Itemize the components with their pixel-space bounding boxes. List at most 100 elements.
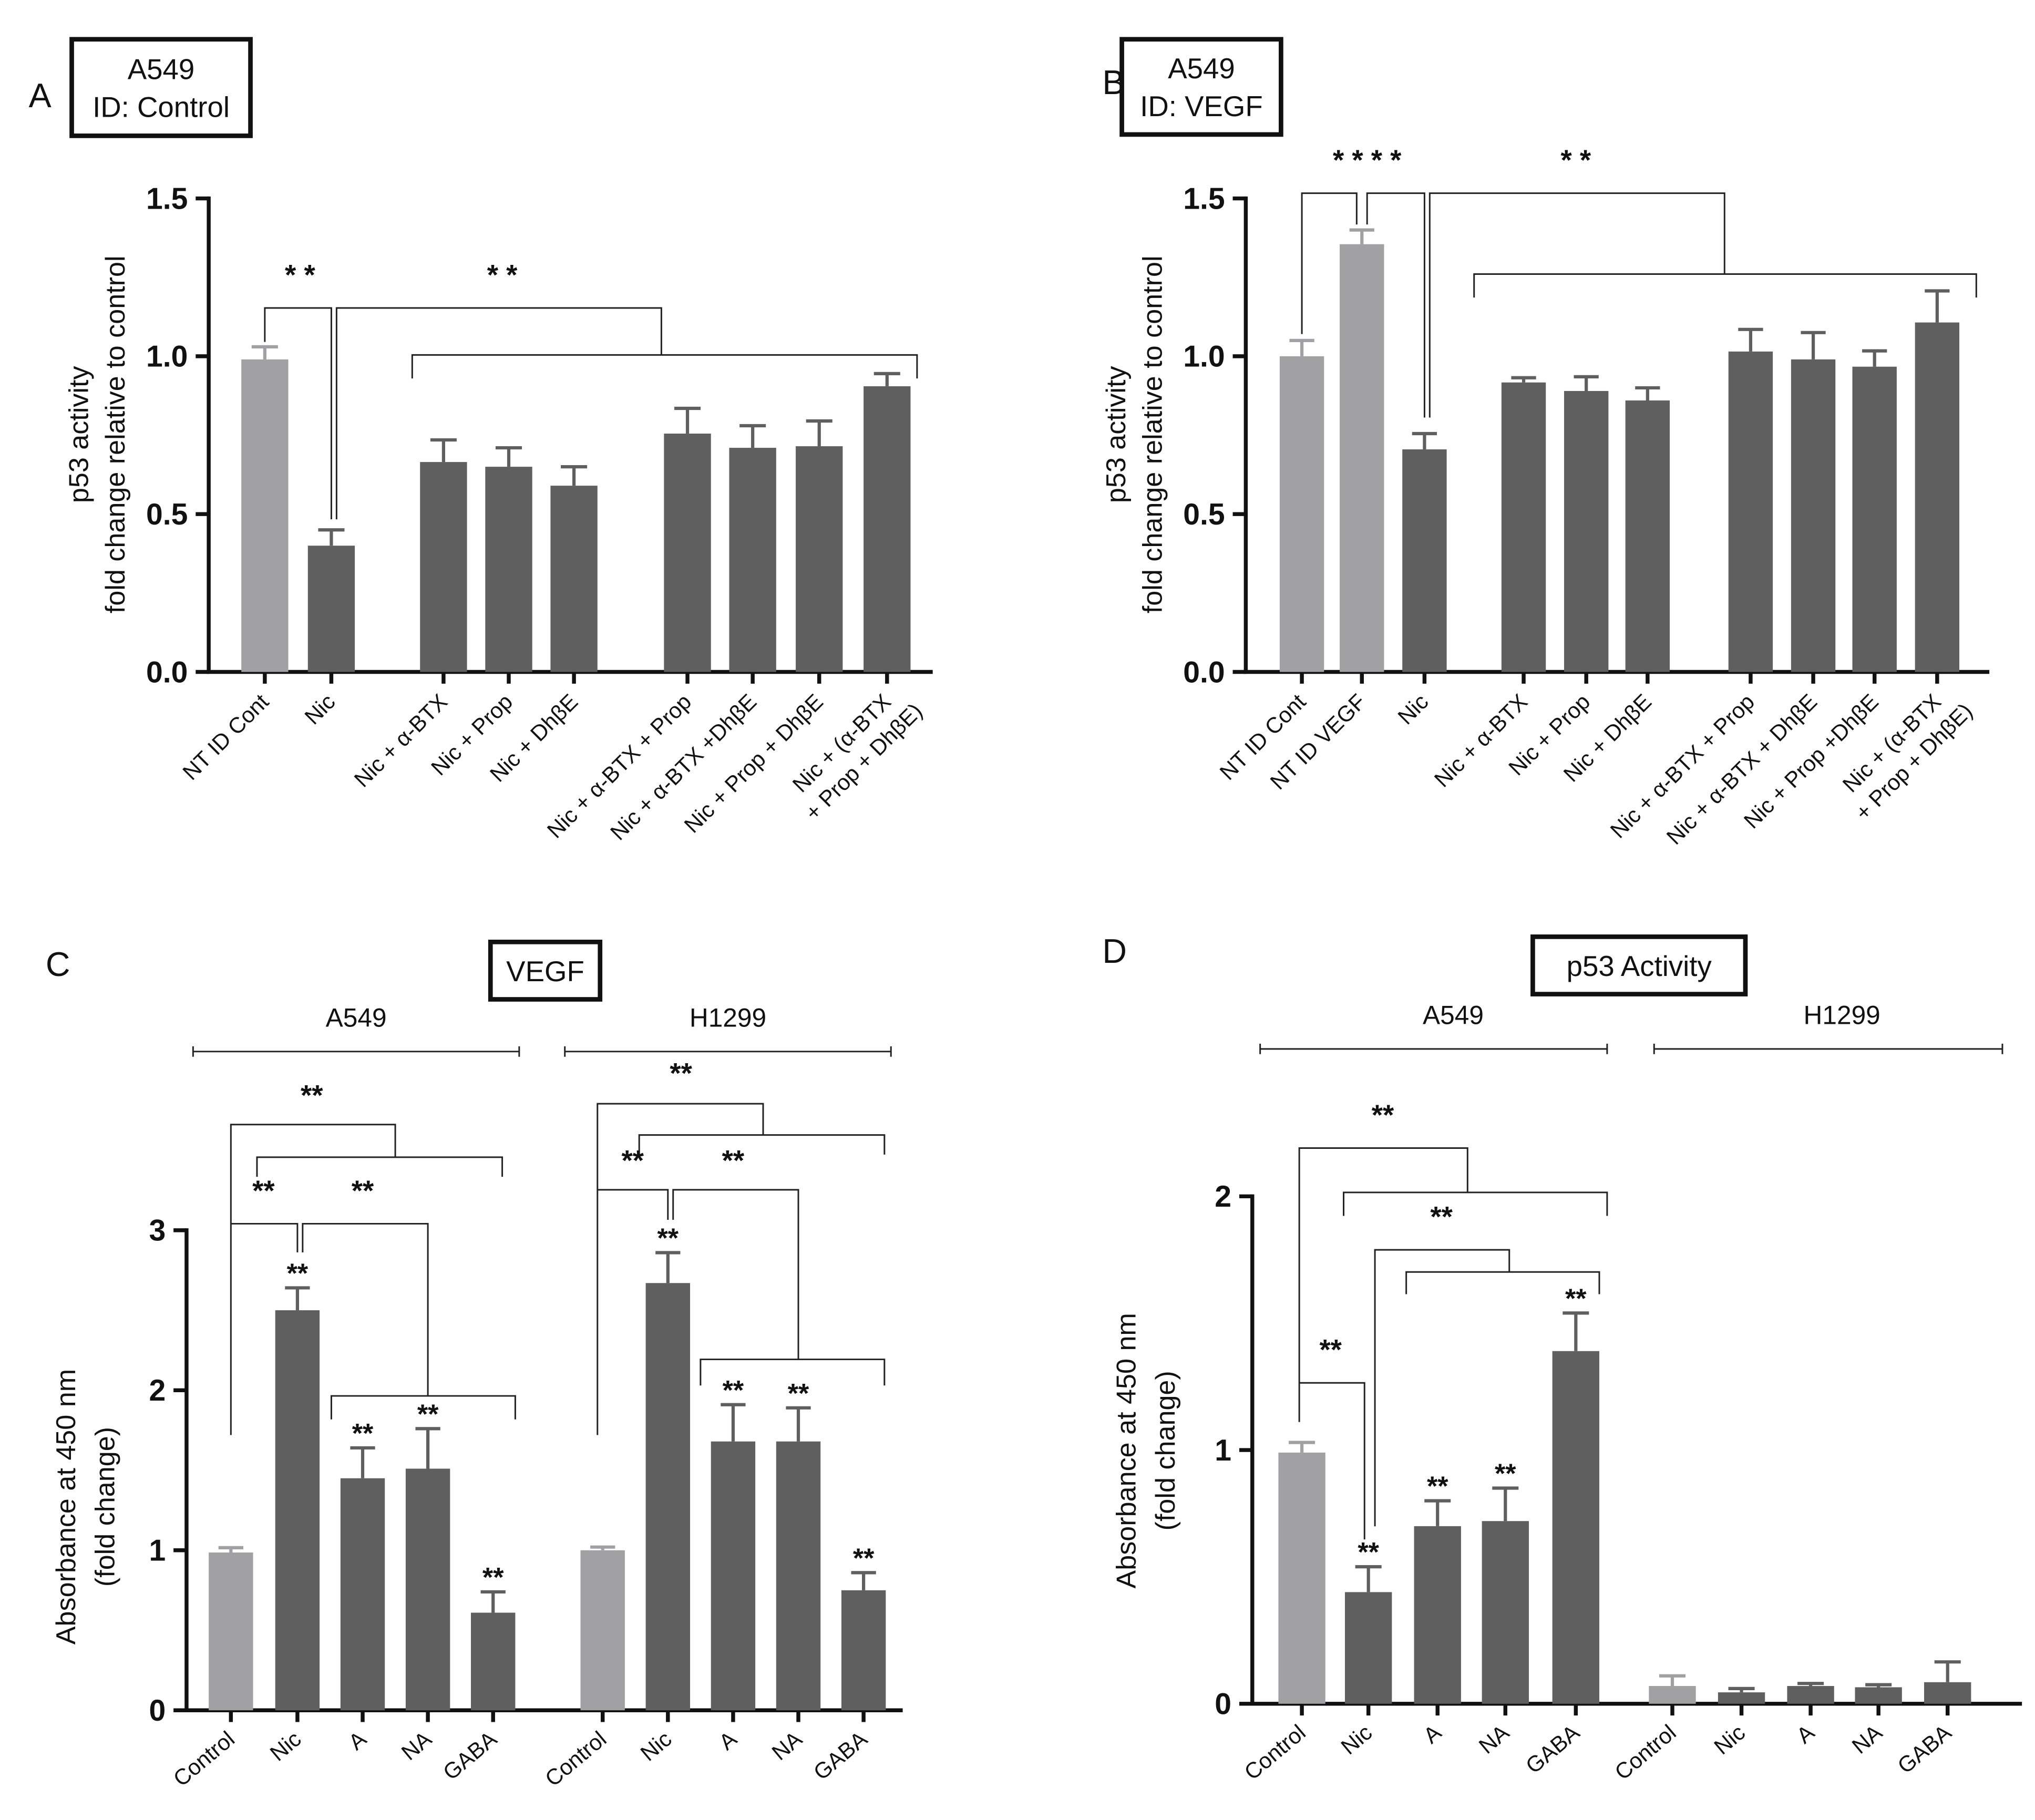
group-label: A549 [1423,1001,1484,1030]
bar [1787,1686,1834,1704]
error-bar [318,528,345,546]
bar [550,486,598,672]
bar [209,1552,253,1711]
x-tick-label: A [1792,1720,1819,1749]
title-box [69,37,253,138]
significance-bracket [1473,273,1977,298]
error-bar [721,1403,746,1442]
significance-bracket [1374,1249,1510,1527]
error-bar [1934,1660,1961,1682]
error-bar [251,345,278,359]
bar [1855,1687,1902,1704]
error-bar [1659,1674,1686,1687]
error-bar [415,1427,440,1469]
title-box [1530,934,1748,996]
y-tick-label: 1.0 [1183,340,1225,374]
x-tick-label: Nic [636,1726,676,1766]
significance-bracket [700,1359,886,1386]
group-line [1653,1043,2003,1054]
x-tick-label: A [714,1726,742,1755]
x-tick-label: Nic + (α-BTX+ Prop + DhβE) [1830,678,1977,825]
error-bar [1563,1311,1589,1351]
x-tick-label: Nic [1336,1720,1376,1759]
significance-bracket [1405,1271,1600,1294]
bar [1728,351,1773,672]
bar [275,1310,320,1711]
annotation: ** [252,1175,275,1207]
y-tick-label: 2 [149,1374,166,1407]
significance-bracket [597,1189,669,1220]
x-tick-label: GABA [1521,1720,1585,1778]
bar [1278,1452,1325,1704]
bar [1402,449,1447,672]
x-tick-label: GABA [809,1726,872,1785]
group-line [564,1046,892,1057]
bar [1501,382,1546,672]
chart-title: ID: Control [92,91,230,123]
title-box [488,939,603,1002]
bar [1924,1682,1971,1704]
error-bar [786,1406,811,1442]
y-tick-label: 0 [1215,1688,1231,1721]
y-axis-label: fold change relative to control [100,255,131,613]
error-bar [218,1546,243,1553]
significance-label: ** [1427,1472,1448,1502]
significance-label: ** [1358,1537,1379,1568]
bar [1625,400,1670,672]
error-bar [1511,376,1536,383]
significance-label: ** [287,1259,309,1289]
y-tick-label: 2 [1215,1180,1231,1214]
error-bar [1738,327,1763,352]
bar [1414,1526,1461,1704]
significance-bracket [230,1124,396,1435]
bar [1915,322,1960,672]
y-axis-label: p53 activity [1101,366,1132,503]
group-label: A549 [326,1003,387,1033]
chart-title: ID: VEGF [1140,90,1263,122]
y-tick-label: 1.0 [146,340,188,374]
annotation: ** [1372,1099,1394,1131]
y-tick-label: 0.5 [146,498,188,531]
annotation: * * [285,259,315,291]
significance-bracket [597,1103,764,1435]
error-bar [806,419,832,447]
bar [1482,1521,1529,1704]
bar [1791,359,1836,672]
error-bar [851,1571,876,1590]
annotation: * * [1560,144,1591,176]
y-axis-label: (fold change) [90,1427,120,1587]
x-tick-label: Nic [265,1726,306,1766]
error-bar [495,446,522,467]
bar [1340,244,1384,672]
y-axis-label: Absorbance at 450 nm [51,1369,81,1644]
bar [864,386,911,672]
y-tick-label: 0 [149,1694,166,1728]
bar [729,448,776,672]
x-tick-label: Nic [1709,1720,1750,1759]
y-axis-label: fold change relative to control [1137,255,1168,613]
annotation: ** [352,1175,374,1207]
significance-bracket [411,354,918,379]
group-label: H1299 [690,1003,766,1033]
significance-bracket [330,1395,516,1420]
bar [841,1590,886,1711]
error-bar [873,372,900,386]
y-axis-label: (fold change) [1150,1371,1181,1530]
significance-label: ** [723,1375,744,1406]
error-bar [1492,1486,1519,1521]
x-tick-label: A [1419,1720,1446,1749]
x-tick-label: GABA [438,1726,502,1785]
panel-letter: C [46,945,70,983]
error-bar [1797,1682,1824,1687]
annotation: * * * * [1333,144,1402,176]
error-bar [350,1446,375,1478]
y-tick-label: 0.0 [1183,655,1225,689]
y-tick-label: 0.0 [146,655,188,689]
bar [471,1612,516,1711]
significance-bracket [1299,1382,1365,1540]
group-line [192,1046,520,1057]
significance-bracket [638,1134,886,1155]
significance-label: ** [417,1399,439,1430]
significance-bracket [264,307,332,520]
